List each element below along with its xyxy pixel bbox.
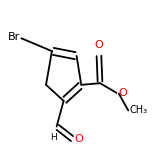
- Text: Br: Br: [8, 33, 20, 43]
- Text: H: H: [50, 133, 56, 142]
- Text: O: O: [95, 40, 103, 50]
- Text: CH₃: CH₃: [130, 105, 148, 116]
- Text: O: O: [118, 88, 127, 98]
- Text: O: O: [75, 134, 84, 144]
